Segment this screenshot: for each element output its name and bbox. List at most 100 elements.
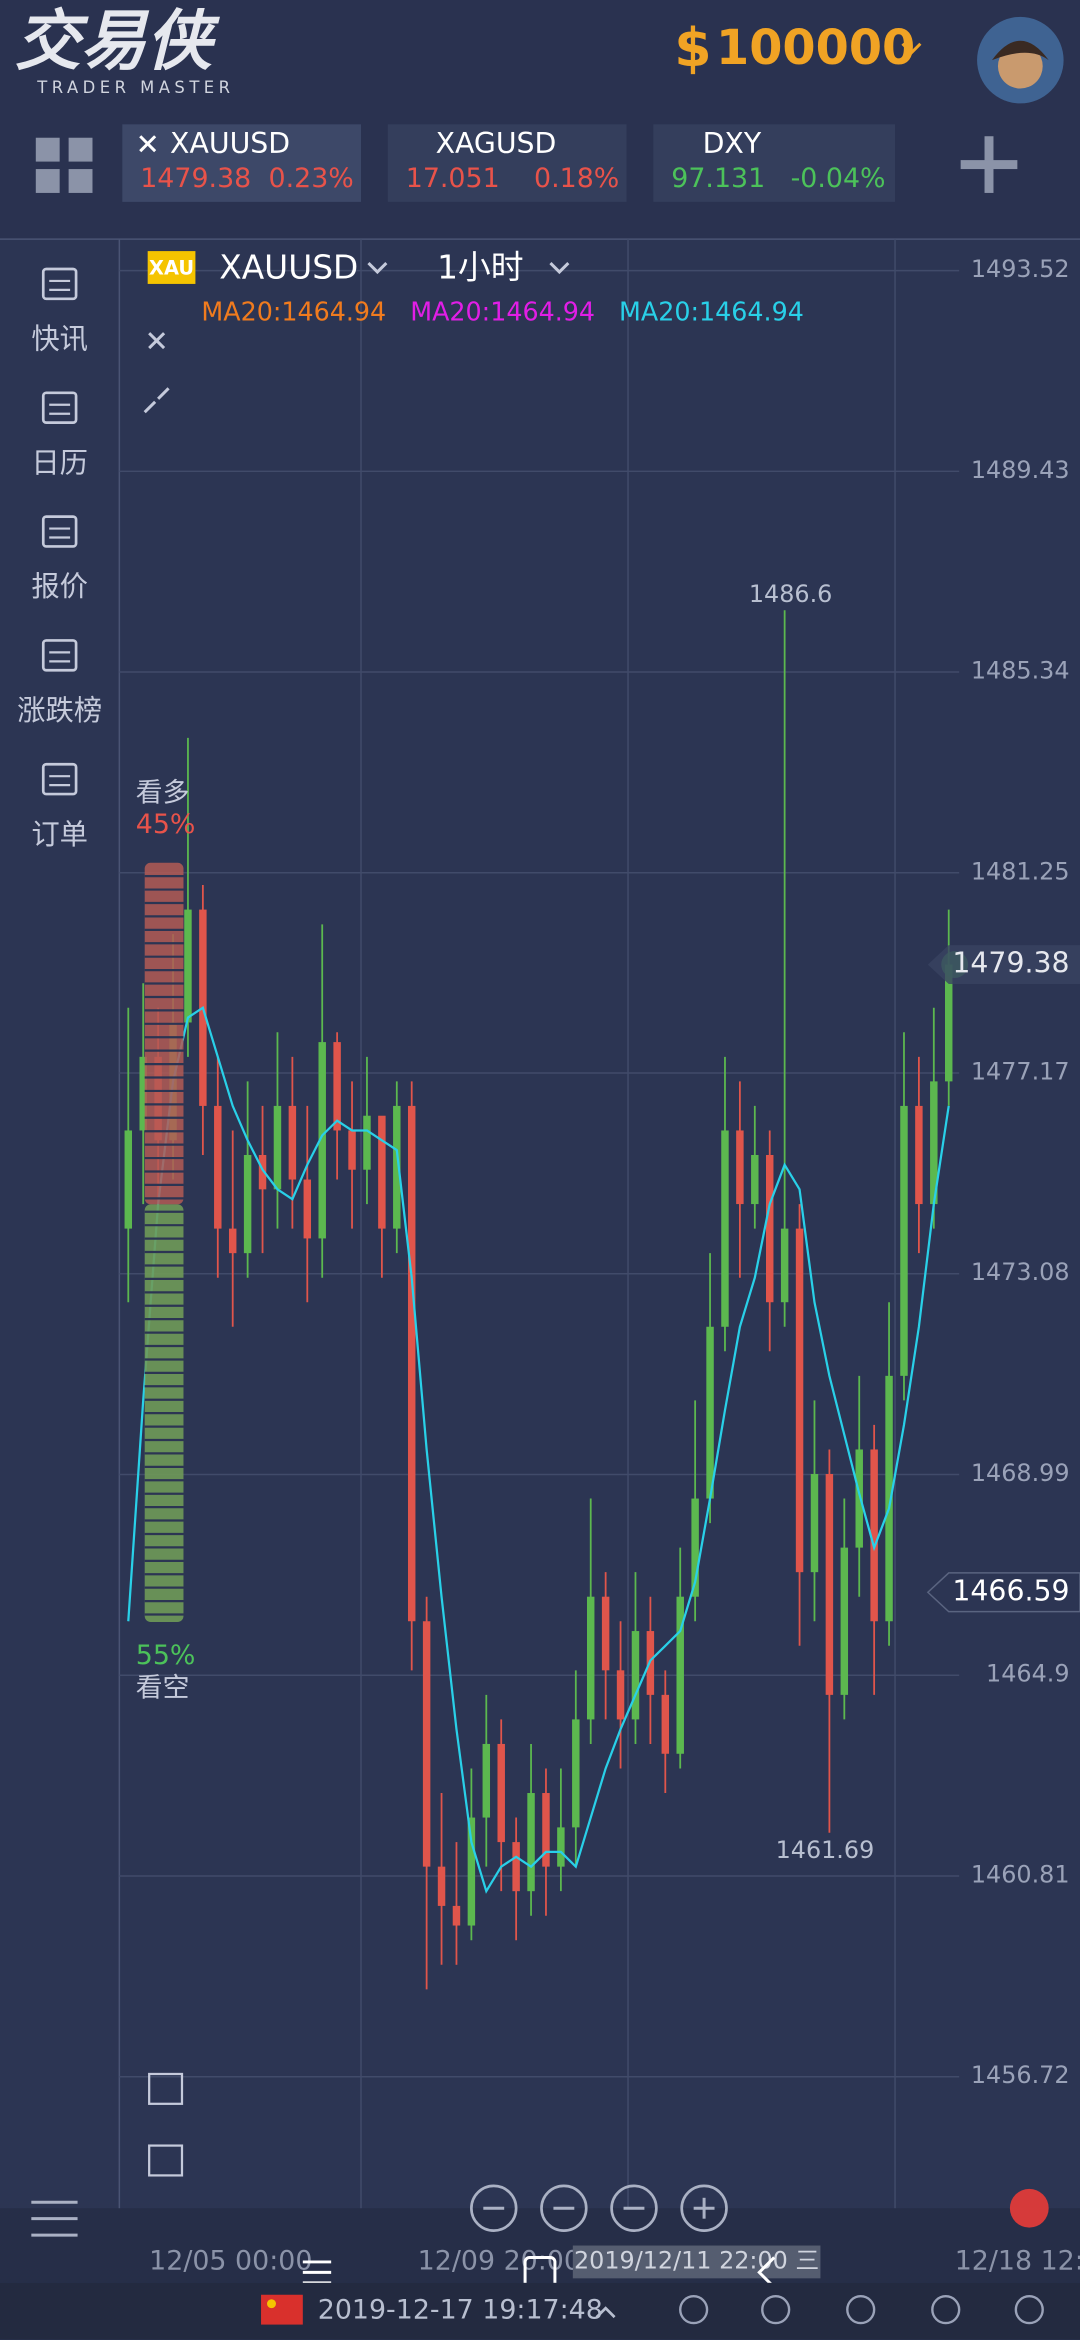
playback-button[interactable]	[470, 2184, 518, 2232]
candle-body	[885, 1375, 893, 1622]
grid-menu-square	[68, 169, 93, 193]
y-tick-label: 1489.43	[971, 456, 1070, 484]
grid-menu-square	[68, 137, 93, 162]
status-icon	[1014, 2295, 1044, 2325]
sidebar-item[interactable]: 涨跌榜	[17, 639, 102, 727]
candle-body	[736, 1130, 744, 1205]
sidebar-icon	[41, 515, 78, 548]
sidebar-label: 报价	[31, 570, 88, 603]
sidebar-icon	[41, 639, 78, 672]
chart-tool-button[interactable]	[148, 2144, 184, 2177]
interval-selector[interactable]: 1小时	[437, 249, 570, 287]
candle-body	[930, 1081, 938, 1205]
candle-body	[586, 1596, 595, 1720]
sidebar-icon	[41, 762, 78, 796]
crosshair-price-tag	[926, 1572, 1080, 1613]
candle-body	[467, 1817, 476, 1926]
playback-button[interactable]	[610, 2184, 658, 2232]
y-tick-label: 1456.72	[971, 2061, 1070, 2089]
ticker-tab-bg	[122, 124, 361, 202]
playback-button[interactable]	[540, 2184, 588, 2232]
y-tick-label: 1481.25	[971, 857, 1070, 885]
candle-body	[945, 964, 953, 1082]
crosshair-time-bg	[572, 2245, 821, 2279]
nav-back-icon	[757, 2256, 776, 2289]
candle-body	[437, 1866, 446, 1906]
candle-body	[706, 1326, 714, 1499]
bottom-bar-bg	[0, 2208, 1080, 2283]
logo-subtitle: TRADER MASTER	[36, 78, 234, 97]
last-price-tag	[927, 945, 1080, 984]
status-icon	[679, 2295, 709, 2325]
collapse-button[interactable]	[143, 387, 170, 414]
currency-symbol[interactable]: $	[674, 16, 711, 79]
candle-body	[616, 1670, 625, 1720]
candle-body	[184, 909, 192, 1023]
ticker-change: 0.18%	[534, 163, 619, 194]
playback-circle	[610, 2184, 658, 2232]
grid-menu-square	[35, 169, 60, 193]
status-button[interactable]	[761, 2295, 791, 2325]
candle-body	[363, 1115, 371, 1170]
high-label: 1486.6	[749, 580, 832, 608]
status-button[interactable]	[1014, 2295, 1044, 2325]
candle-body	[407, 1105, 416, 1622]
ticker-symbol: DXY	[703, 127, 762, 160]
candle-body	[378, 1115, 386, 1229]
chart-interval: 1小时	[437, 249, 523, 287]
candle-body	[243, 1154, 252, 1254]
balance[interactable]: 100000	[716, 21, 915, 76]
balance-selector[interactable]: $100000	[674, 16, 922, 79]
sidebar-item[interactable]: 报价	[31, 515, 88, 604]
alert-icon	[1009, 2188, 1049, 2228]
logo: 交易侠	[15, 3, 220, 79]
grid-menu-square	[35, 137, 60, 162]
candle-body	[765, 1154, 774, 1303]
alert-button[interactable]	[1009, 2188, 1049, 2228]
status-button[interactable]	[679, 2295, 709, 2325]
grid-menu-button[interactable]	[35, 137, 93, 193]
dropdown-chevron	[901, 42, 922, 55]
playback-button[interactable]	[680, 2184, 728, 2232]
y-tick-label: 1493.52	[971, 255, 1070, 283]
collapse-icon	[143, 400, 157, 414]
last-price-label: 1479.38	[952, 947, 1069, 980]
menu-button[interactable]	[31, 2200, 78, 2237]
candle-body	[333, 1042, 341, 1131]
dropdown-chevron	[549, 261, 570, 275]
nav-back[interactable]	[757, 2256, 776, 2289]
candle-body	[482, 1743, 491, 1818]
ticker-close-icon	[139, 135, 157, 153]
close-chart-button[interactable]	[148, 332, 166, 350]
sidebar-icon	[41, 267, 78, 301]
candle-body	[512, 1842, 520, 1892]
status-button[interactable]	[931, 2295, 961, 2325]
sidebar-item[interactable]: 日历	[31, 391, 88, 480]
close-icon	[148, 332, 166, 350]
chart-tool-button[interactable]	[148, 2072, 184, 2105]
candle-body	[258, 1154, 267, 1190]
sidebar-item[interactable]: 订单	[31, 762, 88, 851]
sentiment-bear-label: 看空	[136, 1673, 190, 1704]
status-icon	[931, 2295, 961, 2325]
symbol-selector[interactable]: XAU XAUUSD	[147, 249, 388, 287]
status-button[interactable]	[846, 2295, 876, 2325]
candle-body	[557, 1827, 565, 1867]
candle-body	[497, 1743, 505, 1843]
x-tick-label: 12/09 20:00	[418, 2245, 581, 2276]
candle-body	[422, 1621, 431, 1867]
playback-circle	[540, 2184, 588, 2232]
sidebar-icon	[41, 391, 78, 424]
add-ticker-button[interactable]	[960, 136, 1018, 193]
candle-body	[273, 1105, 282, 1190]
collapse-icon	[157, 387, 170, 400]
chart-symbol: XAUUSD	[219, 249, 358, 287]
y-tick-label: 1468.99	[971, 1459, 1070, 1487]
sidebar-item[interactable]: 快讯	[31, 267, 88, 356]
candle-body	[810, 1474, 819, 1573]
symbol-badge-bg	[147, 251, 196, 284]
